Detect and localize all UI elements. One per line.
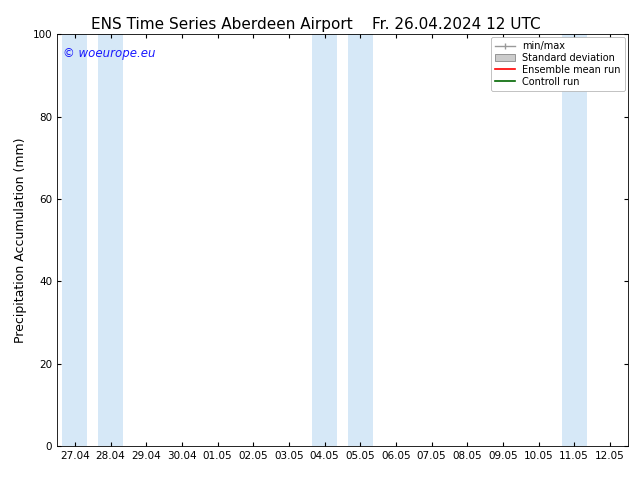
Bar [62, 34, 87, 446]
Text: Fr. 26.04.2024 12 UTC: Fr. 26.04.2024 12 UTC [372, 17, 541, 32]
Text: ENS Time Series Aberdeen Airport: ENS Time Series Aberdeen Airport [91, 17, 353, 32]
Text: © woeurope.eu: © woeurope.eu [63, 47, 155, 60]
Bar [347, 34, 373, 446]
Bar [562, 34, 586, 446]
Legend: min/max, Standard deviation, Ensemble mean run, Controll run: min/max, Standard deviation, Ensemble me… [491, 37, 624, 91]
Y-axis label: Precipitation Accumulation (mm): Precipitation Accumulation (mm) [14, 137, 27, 343]
Bar [98, 34, 123, 446]
Bar [312, 34, 337, 446]
